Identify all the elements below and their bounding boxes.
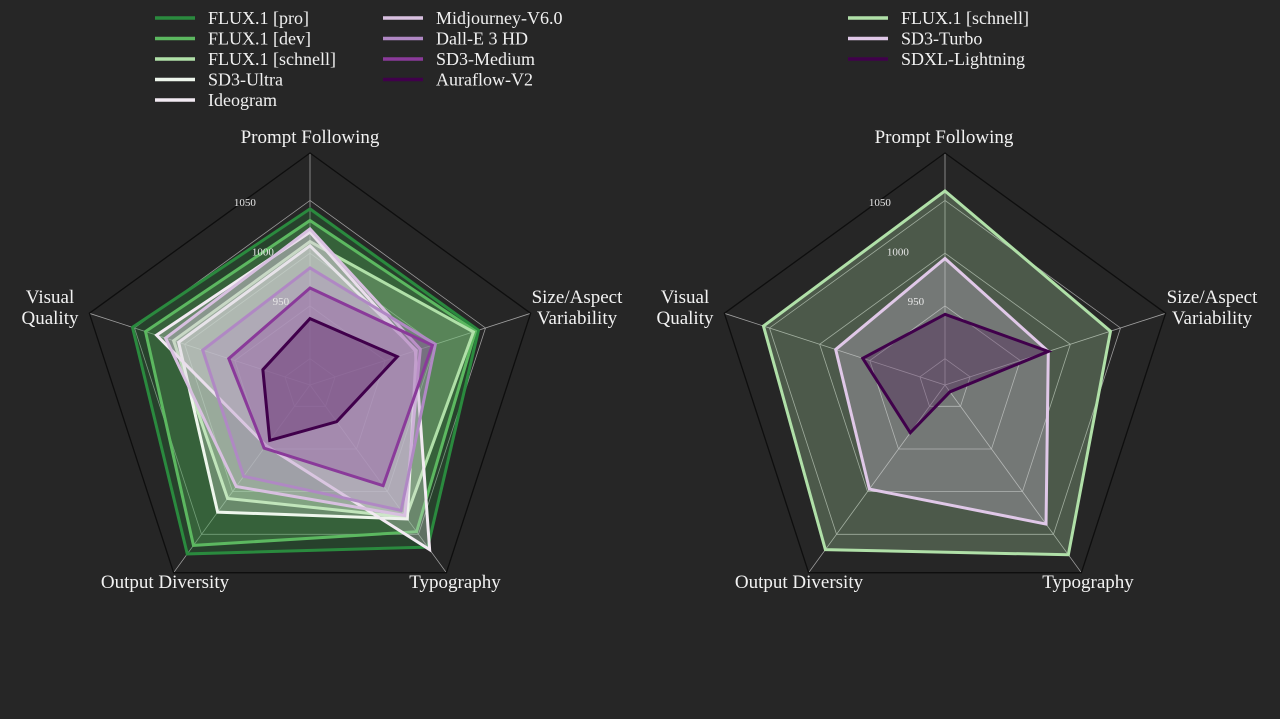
- grid-ring: [769, 199, 1121, 535]
- axis-label: Output Diversity: [101, 572, 230, 593]
- series-polygon-auraflow-v2: [261, 316, 400, 443]
- axis-label: Size/Aspect: [532, 287, 623, 308]
- legend-item: Dall-E 3 HD: [383, 29, 528, 49]
- tick-label: 1050: [234, 197, 257, 209]
- radar-chart-1: 950 1000 1050 Prompt Following Size/AspectVa…: [22, 8, 624, 593]
- legend-label: FLUX.1 [dev]: [208, 29, 311, 49]
- legend-item: SD3-Turbo: [848, 29, 982, 49]
- axis-spoke: [808, 384, 946, 573]
- outer-frame: [88, 152, 532, 574]
- tick-label: 1050: [869, 197, 892, 209]
- axis-label: Visual: [26, 287, 74, 308]
- legend-item: FLUX.1 [schnell]: [155, 49, 336, 69]
- legend-item: SDXL-Lightning: [848, 49, 1025, 69]
- tick-label: 950: [908, 296, 925, 308]
- series-polygon-flux-1-schnell-: [171, 239, 476, 519]
- legend-item: FLUX.1 [schnell]: [848, 8, 1029, 28]
- legend-label: FLUX.1 [pro]: [208, 8, 309, 28]
- legend-item: SD3-Ultra: [155, 70, 283, 90]
- radar-chart-2: 950 1000 1050 Prompt Following Size/AspectVa…: [657, 8, 1259, 593]
- legend-item: Ideogram: [155, 90, 277, 110]
- axis-label: Quality: [657, 308, 714, 329]
- axis-label: Size/Aspect: [1167, 287, 1258, 308]
- outer-frame: [723, 152, 1167, 574]
- tick-label: 950: [273, 296, 290, 308]
- tick-label: 1000: [887, 246, 910, 258]
- legend-label: FLUX.1 [schnell]: [901, 8, 1029, 28]
- legend-label: FLUX.1 [schnell]: [208, 49, 336, 69]
- grid-ring: [284, 358, 336, 407]
- grid-ring: [919, 358, 971, 407]
- series-polygon-sdxl-lightning: [860, 312, 1053, 436]
- axis-label: Variability: [1172, 308, 1253, 329]
- axis-spoke: [173, 384, 311, 573]
- axis-label: Typography: [409, 572, 501, 593]
- legend-label: Midjourney-V6.0: [436, 8, 562, 28]
- series-polygon-dall-e-3-hd: [200, 266, 438, 513]
- series-polygon-flux-1-pro-: [130, 207, 481, 556]
- legend-item: FLUX.1 [pro]: [155, 8, 309, 28]
- legend-item: SD3-Medium: [383, 49, 535, 69]
- legend-label: SD3-Turbo: [901, 29, 982, 49]
- axis-label: Prompt Following: [241, 127, 380, 148]
- axis-label: Visual: [661, 287, 709, 308]
- legend-label: SD3-Medium: [436, 49, 535, 69]
- axis-label: Quality: [22, 308, 79, 329]
- series-polygon-sd3-turbo: [834, 256, 1050, 526]
- legend-label: Ideogram: [208, 90, 277, 110]
- axis-label: Variability: [537, 308, 618, 329]
- legend-label: Dall-E 3 HD: [436, 29, 528, 49]
- axis-spoke: [944, 384, 1082, 573]
- axis-spoke: [309, 384, 447, 573]
- axis-spoke: [944, 312, 1166, 386]
- legend-label: SDXL-Lightning: [901, 49, 1025, 69]
- series-polygon-midjourney-v6-0: [163, 226, 422, 518]
- legend-item: FLUX.1 [dev]: [155, 29, 311, 49]
- legend: FLUX.1 [pro]FLUX.1 [dev]FLUX.1 [schnell]…: [155, 8, 562, 110]
- grid-ring: [234, 305, 386, 450]
- axis-label: Prompt Following: [875, 127, 1014, 148]
- tick-label: 1000: [252, 246, 275, 258]
- axis-label: Output Diversity: [735, 572, 864, 593]
- axis-label: Typography: [1042, 572, 1134, 593]
- series-polygon-flux-1-schnell-: [761, 189, 1113, 557]
- axis-spoke: [89, 312, 311, 386]
- legend-item: Midjourney-V6.0: [383, 8, 562, 28]
- legend-label: SD3-Ultra: [208, 70, 283, 90]
- grid-ring: [869, 305, 1021, 450]
- legend-item: Auraflow-V2: [383, 70, 533, 90]
- grid-ring: [819, 252, 1071, 493]
- legend-label: Auraflow-V2: [436, 70, 533, 90]
